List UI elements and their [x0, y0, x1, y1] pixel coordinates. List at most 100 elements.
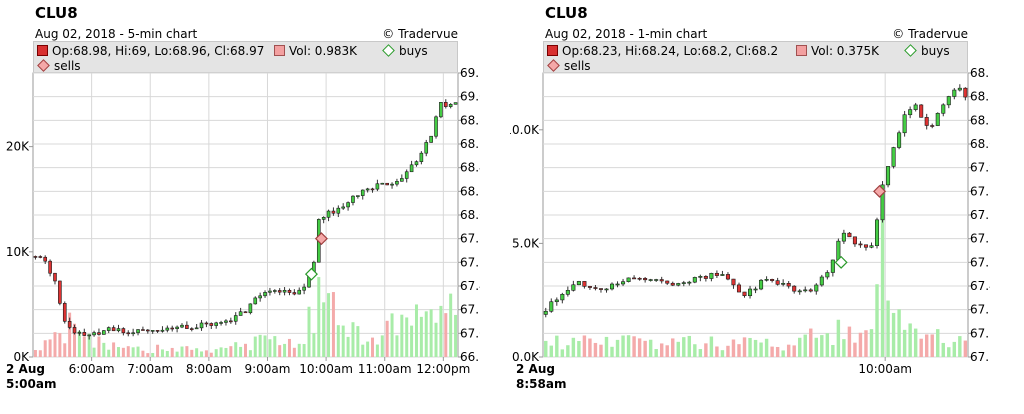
- price-tick-label: 68.2: [970, 90, 990, 104]
- candle-body: [439, 102, 443, 118]
- volume-bar: [604, 336, 609, 357]
- candle-body: [341, 206, 345, 209]
- volume-bar: [331, 292, 335, 357]
- candle-body: [102, 330, 106, 335]
- candle-body: [560, 293, 565, 301]
- volume-bar: [913, 328, 918, 357]
- candle-body: [891, 147, 896, 167]
- candle-body: [77, 332, 82, 334]
- volume-bar: [858, 332, 863, 357]
- volume-bar: [439, 305, 443, 357]
- candle-body: [365, 188, 370, 191]
- volume-bar: [454, 314, 458, 357]
- candle-body: [273, 290, 277, 292]
- chart-panel-5min: CLU8 Aug 02, 2018 - 5-min chart © Trader…: [0, 0, 480, 414]
- candle-body: [160, 329, 165, 332]
- volume-bar: [731, 339, 736, 357]
- volume-bar: [283, 343, 287, 357]
- volume-bar: [258, 334, 262, 357]
- volume-bar: [908, 323, 912, 357]
- legend-buys-text: buys: [399, 44, 428, 58]
- ohlc-swatch: [547, 45, 558, 56]
- volume-bar: [781, 350, 785, 357]
- volume-tick-label: 0K: [13, 350, 30, 364]
- candle-body: [258, 295, 262, 299]
- volume-bar: [405, 317, 409, 357]
- volume-bar: [219, 347, 223, 357]
- volume-bar: [798, 337, 802, 357]
- candle-body: [692, 277, 697, 283]
- date-label-time: 8:58am: [516, 377, 567, 391]
- candle-body: [404, 171, 409, 179]
- candle-body: [170, 327, 175, 330]
- volume-bar: [577, 341, 581, 357]
- candle-body: [400, 178, 404, 182]
- volume-bar: [82, 336, 86, 357]
- volume-bar: [682, 337, 686, 357]
- legend-sells: sells: [37, 59, 81, 73]
- candle-body: [106, 327, 111, 331]
- candle-body: [676, 283, 681, 286]
- volume-bars: [33, 277, 458, 357]
- volume-bar: [263, 335, 267, 357]
- candle-body: [847, 232, 852, 238]
- legend-sells-text: sells: [54, 59, 81, 73]
- volume-tick-label: 0.0K: [512, 350, 540, 364]
- candle-body: [53, 272, 57, 282]
- volume-bar: [571, 337, 576, 357]
- candle-body: [549, 301, 554, 312]
- price-tick-label: 68.6: [460, 137, 480, 151]
- volume-bar: [116, 347, 120, 357]
- legend-sells: sells: [547, 59, 591, 73]
- legend-ohlc: Op:68.98, Hi:69, Lo:68.96, Cl:68.97: [37, 44, 264, 58]
- candle-body: [199, 322, 204, 329]
- volume-bar: [361, 344, 365, 357]
- chart-symbol: CLU8: [545, 4, 588, 22]
- price-tick-label: 67.4: [970, 279, 990, 293]
- volume-bar: [582, 335, 587, 357]
- candle-body: [775, 280, 780, 285]
- price-tick-label: 69.2: [460, 66, 480, 80]
- volume-bar: [770, 346, 774, 357]
- candle-body: [764, 279, 769, 281]
- volume-bar: [312, 333, 316, 357]
- candle-body: [659, 279, 664, 282]
- volume-bar: [958, 336, 962, 357]
- candle-body: [714, 272, 719, 276]
- volume-bar: [704, 343, 708, 357]
- candle-body: [233, 315, 238, 322]
- time-tick-label: 7:00am: [127, 362, 173, 376]
- volume-bar: [53, 332, 57, 357]
- candle-body: [189, 328, 194, 330]
- candle-body: [736, 284, 742, 293]
- candle-body: [913, 104, 918, 110]
- candle-body: [803, 289, 808, 292]
- price-tick-label: 67.2: [970, 326, 990, 340]
- volume-bar: [615, 339, 620, 357]
- legend-ohlc-text: Op:68.23, Hi:68.24, Lo:68.2, Cl:68.2: [562, 44, 779, 58]
- volume-bar: [963, 340, 968, 357]
- volume-bar: [214, 349, 218, 357]
- volume-bar: [33, 350, 37, 357]
- candle-body: [582, 281, 587, 287]
- volume-bar: [68, 312, 72, 357]
- volume-bar: [698, 349, 703, 357]
- candle-body: [825, 272, 830, 278]
- candle-body: [924, 117, 929, 126]
- candle-body: [742, 291, 747, 297]
- volume-bar: [87, 333, 91, 357]
- legend-volume: Vol: 0.375K: [796, 44, 879, 58]
- candle-body: [576, 281, 581, 286]
- volume-bar: [621, 335, 625, 357]
- price-tick-label: 68.0: [970, 137, 990, 151]
- candle-body: [830, 259, 835, 273]
- price-tick-label: 68.0: [460, 208, 480, 222]
- volume-bar: [97, 336, 101, 357]
- candle-body: [67, 321, 72, 328]
- volume-bar: [341, 325, 345, 357]
- price-tick-label: 67.2: [460, 303, 480, 317]
- volume-bar: [248, 350, 252, 357]
- candle-body: [204, 322, 209, 325]
- volume-bar: [648, 339, 653, 357]
- volume-bar: [239, 346, 243, 357]
